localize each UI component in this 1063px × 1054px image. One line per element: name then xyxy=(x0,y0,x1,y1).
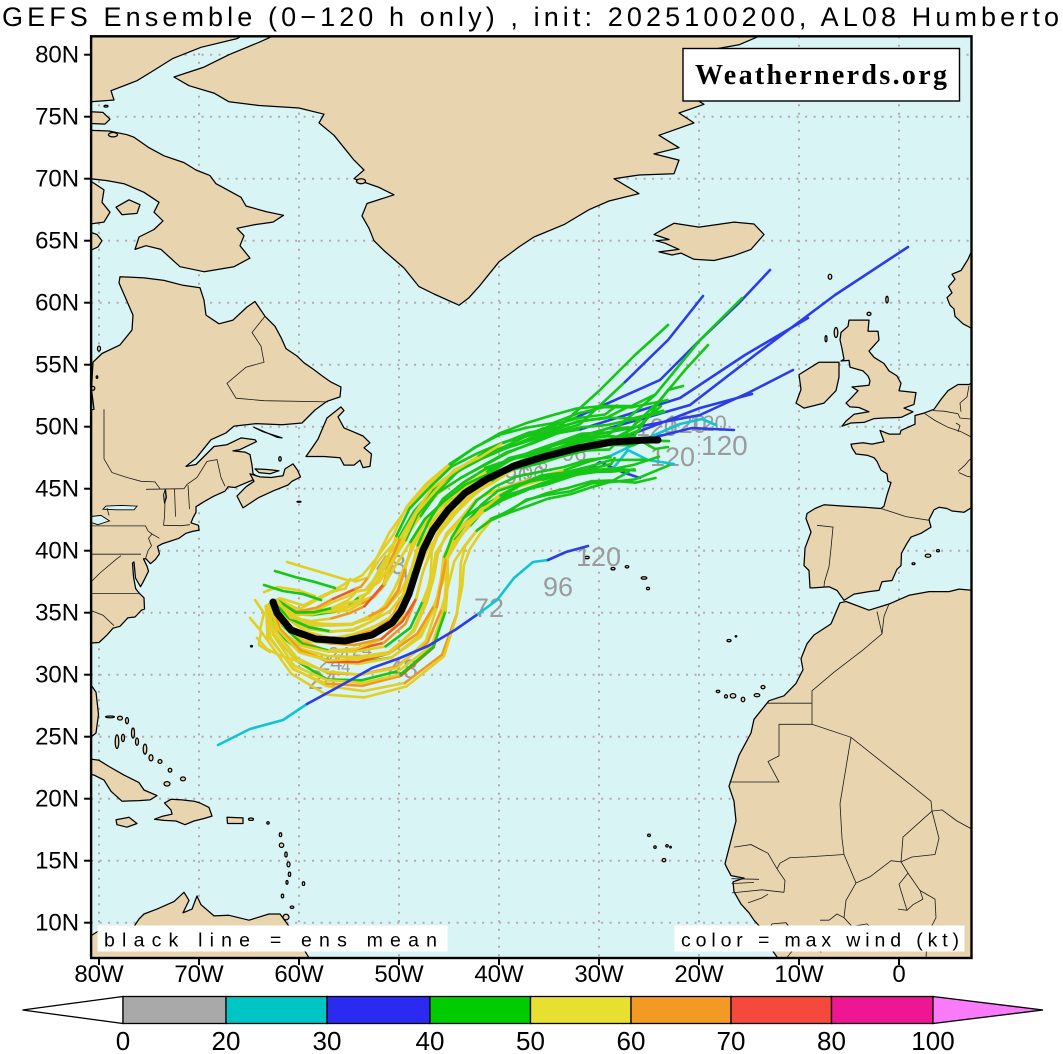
svg-text:4: 4 xyxy=(341,657,350,676)
svg-text:60N: 60N xyxy=(35,290,79,317)
svg-text:50N: 50N xyxy=(35,414,79,441)
svg-text:45N: 45N xyxy=(35,476,79,503)
svg-text:50: 50 xyxy=(516,1026,545,1054)
svg-text:30: 30 xyxy=(313,1026,342,1054)
svg-text:120: 120 xyxy=(701,430,748,461)
svg-text:70W: 70W xyxy=(174,961,224,988)
svg-text:100: 100 xyxy=(911,1026,954,1054)
svg-text:30N: 30N xyxy=(35,662,79,689)
svg-text:80N: 80N xyxy=(35,42,79,69)
svg-text:70: 70 xyxy=(717,1026,746,1054)
svg-text:20W: 20W xyxy=(674,961,724,988)
svg-text:60: 60 xyxy=(617,1026,646,1054)
svg-text:80W: 80W xyxy=(74,961,124,988)
svg-text:40: 40 xyxy=(416,1026,445,1054)
svg-text:65N: 65N xyxy=(35,228,79,255)
svg-text:0: 0 xyxy=(116,1026,130,1054)
svg-text:75N: 75N xyxy=(35,104,79,131)
svg-text:10W: 10W xyxy=(774,961,824,988)
svg-text:0: 0 xyxy=(892,961,905,988)
svg-text:96: 96 xyxy=(543,572,573,602)
svg-text:black line = ens mean: black line = ens mean xyxy=(104,930,437,952)
svg-text:25N: 25N xyxy=(35,724,79,751)
svg-text:20: 20 xyxy=(212,1026,241,1054)
svg-text:40W: 40W xyxy=(474,961,524,988)
svg-text:60W: 60W xyxy=(274,961,324,988)
svg-text:30W: 30W xyxy=(574,961,624,988)
svg-text:40N: 40N xyxy=(35,538,79,565)
svg-text:35N: 35N xyxy=(35,600,79,627)
svg-text:15N: 15N xyxy=(35,848,79,875)
svg-text:70N: 70N xyxy=(35,166,79,193)
svg-text:8: 8 xyxy=(538,454,548,474)
svg-text:10N: 10N xyxy=(35,910,79,937)
svg-text:50W: 50W xyxy=(374,961,424,988)
svg-text:Weathernerds.org: Weathernerds.org xyxy=(695,60,947,91)
svg-text:55N: 55N xyxy=(35,352,79,379)
svg-text:20N: 20N xyxy=(35,786,79,813)
svg-text:80: 80 xyxy=(817,1026,846,1054)
